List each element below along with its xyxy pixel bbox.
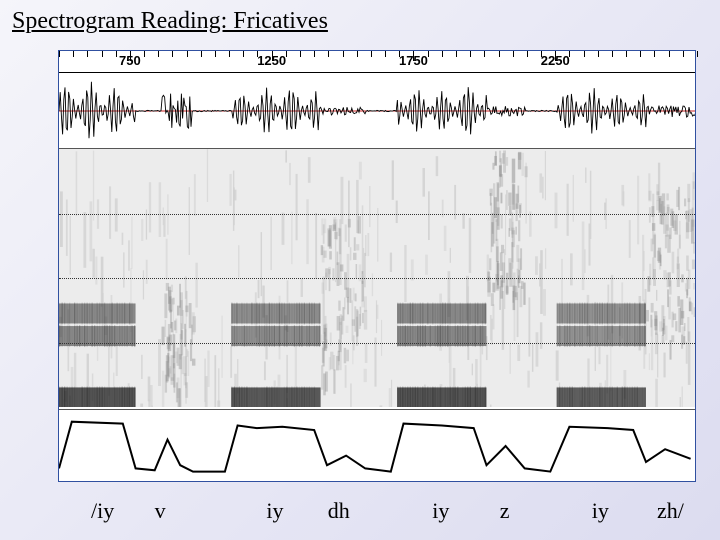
time-tick — [385, 51, 386, 57]
phoneme-row: /iy v iy dh iy z iy zh/ — [58, 498, 696, 528]
time-tick — [187, 51, 188, 57]
time-tick — [499, 51, 500, 57]
time-tick — [697, 51, 698, 57]
time-tick — [215, 51, 216, 57]
time-tick — [172, 51, 173, 57]
time-tick — [314, 51, 315, 57]
time-tick — [116, 51, 117, 57]
time-tick — [640, 51, 641, 57]
time-tick — [513, 51, 514, 57]
phoneme-label: zh/ — [657, 498, 684, 524]
spectrogram-panel — [59, 149, 695, 407]
phoneme-label: iy — [266, 498, 283, 524]
freq-gridline — [59, 214, 695, 215]
phoneme-label: iy — [592, 498, 609, 524]
time-tick — [428, 51, 429, 57]
time-tick — [229, 51, 230, 57]
spectrogram-figure: 750 1250 1750 2250 — [58, 50, 696, 482]
time-tick — [569, 51, 570, 57]
time-tick — [371, 51, 372, 57]
freq-gridline — [59, 343, 695, 344]
time-tick — [456, 51, 457, 57]
freq-gridline — [59, 278, 695, 279]
time-tick — [626, 51, 627, 57]
energy-panel — [59, 409, 695, 481]
time-tick — [343, 51, 344, 57]
waveform-panel — [59, 73, 695, 149]
time-tick — [357, 51, 358, 57]
phoneme-label: v — [155, 498, 166, 524]
phoneme-label: /iy — [91, 498, 114, 524]
phoneme-label: dh — [328, 498, 350, 524]
time-tick — [612, 51, 613, 57]
phoneme-label: iy — [432, 498, 449, 524]
time-tick — [654, 51, 655, 57]
time-axis: 750 1250 1750 2250 — [59, 51, 695, 73]
time-tick — [158, 51, 159, 57]
time-tick — [527, 51, 528, 57]
time-tick — [300, 51, 301, 57]
time-tick — [59, 51, 60, 57]
phoneme-label: z — [500, 498, 510, 524]
time-tick — [683, 51, 684, 57]
time-tick — [328, 51, 329, 57]
time-tick — [484, 51, 485, 57]
time-tick-label: 1250 — [257, 53, 286, 68]
time-tick — [286, 51, 287, 57]
page-title: Spectrogram Reading: Fricatives — [12, 8, 328, 35]
time-tick-label: 2250 — [541, 53, 570, 68]
time-tick — [201, 51, 202, 57]
time-tick — [243, 51, 244, 57]
time-tick — [73, 51, 74, 57]
time-tick — [584, 51, 585, 57]
time-tick — [102, 51, 103, 57]
time-tick — [598, 51, 599, 57]
time-tick — [442, 51, 443, 57]
time-tick — [470, 51, 471, 57]
time-tick — [669, 51, 670, 57]
time-tick-label: 750 — [119, 53, 141, 68]
time-tick — [87, 51, 88, 57]
time-tick — [144, 51, 145, 57]
time-tick-label: 1750 — [399, 53, 428, 68]
